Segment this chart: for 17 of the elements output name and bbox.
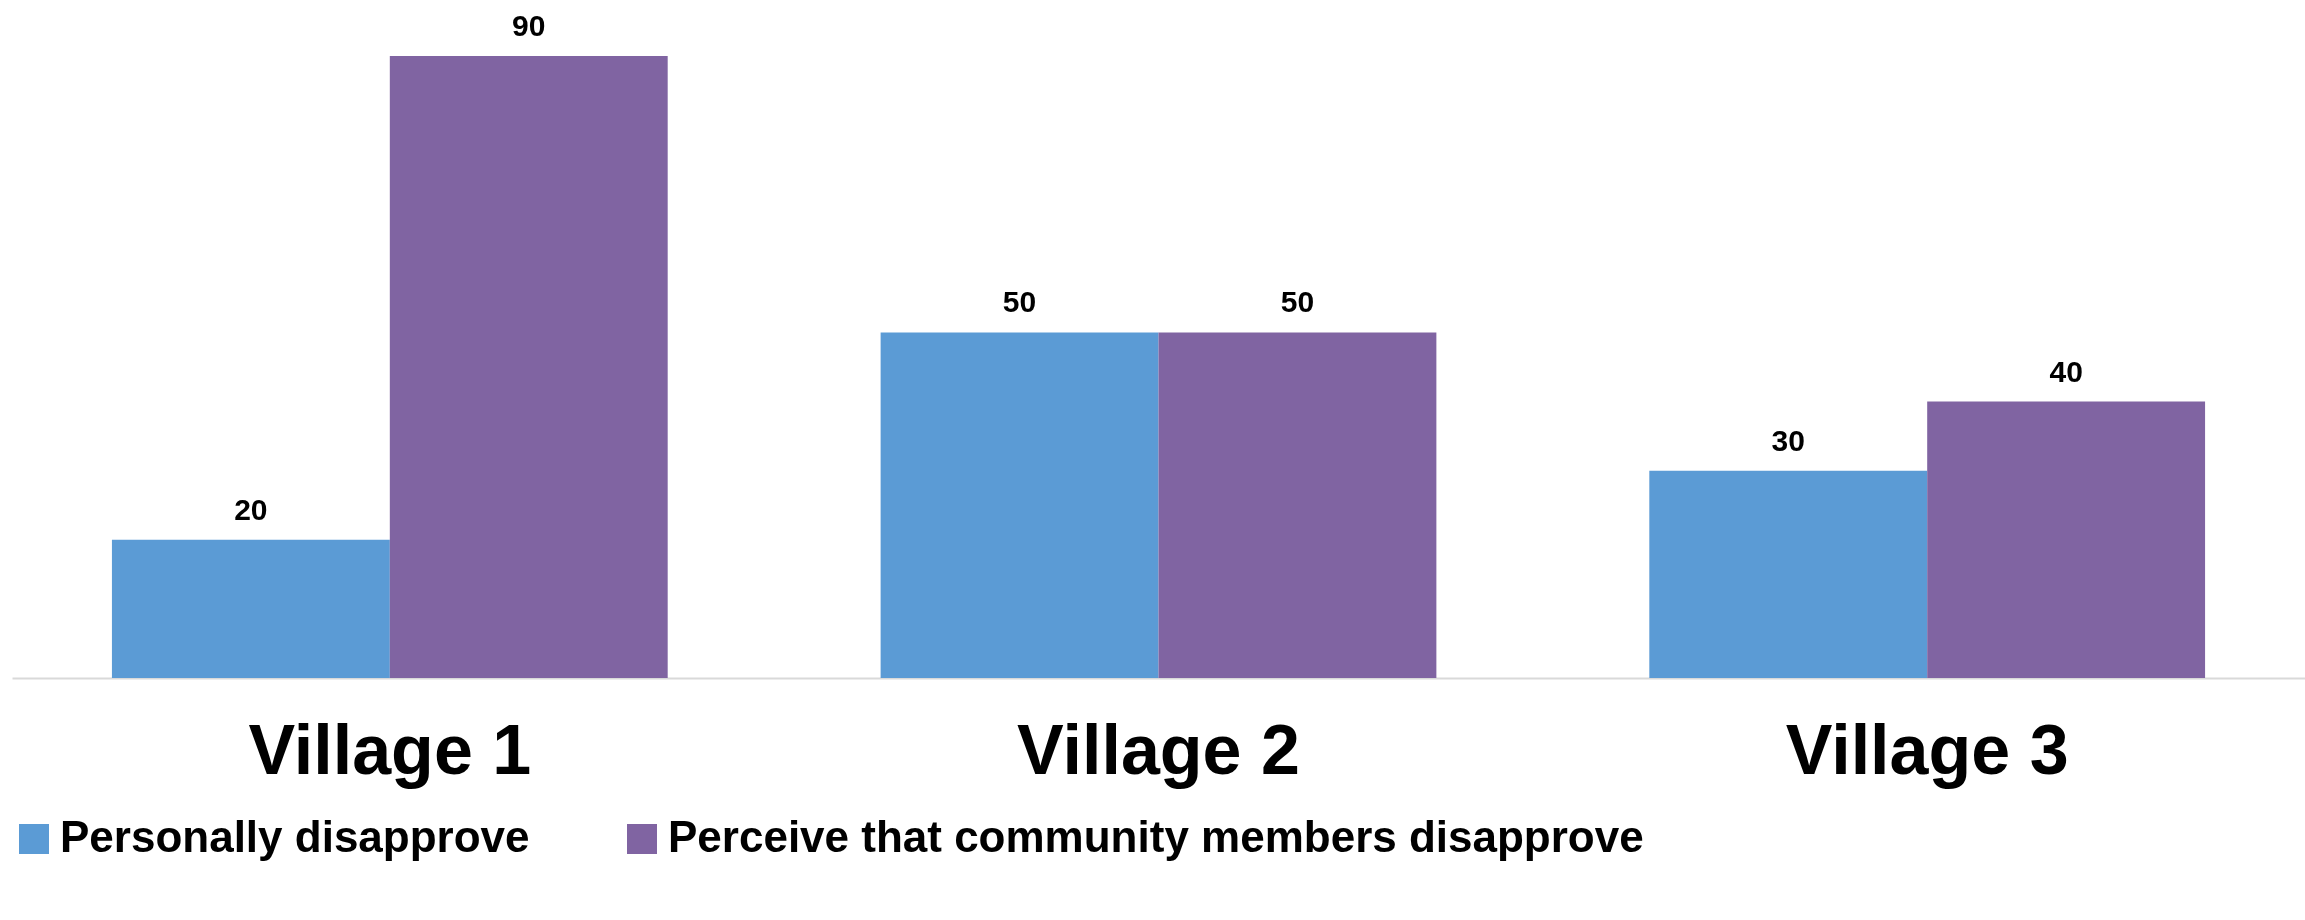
x-tick-label: Village 2 [1017,710,1300,789]
legend-label: Personally disapprove [60,812,530,861]
legend-label: Perceive that community members disapprove [668,812,1644,861]
x-tick-label: Village 3 [1785,710,2069,789]
data-label: 50 [1280,285,1315,319]
bar [389,55,668,678]
data-label: 20 [234,492,268,526]
data-label: 50 [1002,285,1037,319]
bar [880,332,1159,678]
bar [1158,332,1437,678]
data-label: 40 [2049,354,2083,388]
bar [111,539,390,678]
bar [1649,470,1928,678]
bar [1927,401,2206,678]
data-label: 90 [512,8,546,42]
data-label: 30 [1771,423,1805,457]
x-tick-label: Village 1 [248,710,532,789]
